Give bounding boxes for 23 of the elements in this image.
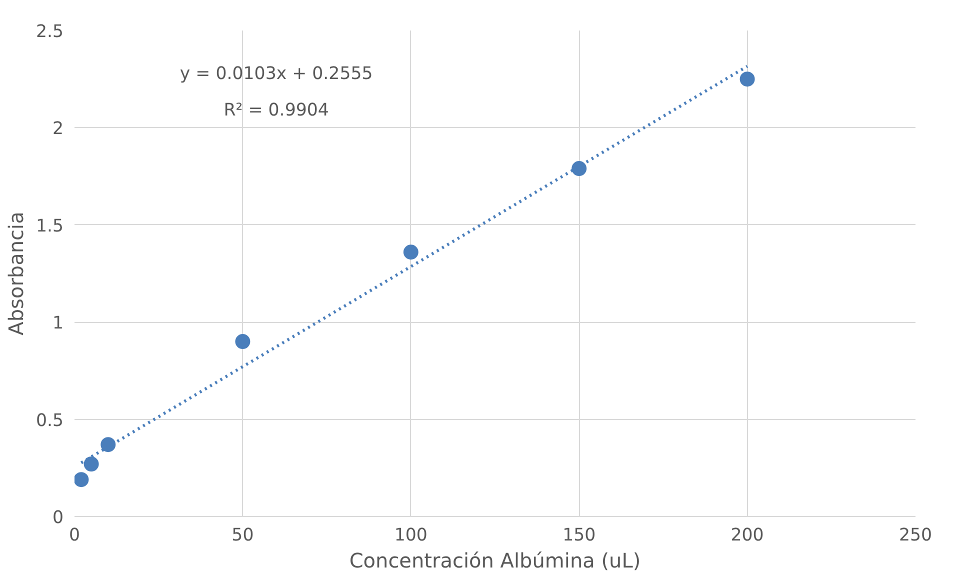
annotation: R² = 0.9904 [224, 100, 329, 120]
annotation: y = 0.0103x + 0.2555 [180, 64, 373, 84]
point [74, 472, 89, 488]
point [572, 161, 587, 176]
x-axis-title: Concentración Albúmina (uL) [349, 548, 641, 572]
y-tick-label: 2 [52, 119, 64, 140]
point [235, 334, 250, 350]
point [100, 437, 116, 452]
point [403, 244, 418, 260]
x-tick-label: 200 [730, 526, 764, 546]
x-tick-label: 150 [562, 526, 596, 546]
y-tick-label: 2.5 [36, 22, 64, 42]
y-tick-label: 0 [52, 508, 64, 528]
y-tick-label: 1.5 [36, 216, 64, 236]
x-tick-label: 50 [232, 526, 254, 546]
y-axis-title: Absorbancia [4, 212, 28, 336]
y-tick-label: 1 [52, 314, 64, 334]
y-tick-label: 0.5 [36, 410, 64, 431]
point [740, 72, 755, 87]
x-tick-label: 0 [68, 526, 80, 546]
x-tick-label: 100 [394, 526, 428, 546]
x-tick-label: 250 [898, 526, 932, 546]
point [84, 456, 99, 472]
